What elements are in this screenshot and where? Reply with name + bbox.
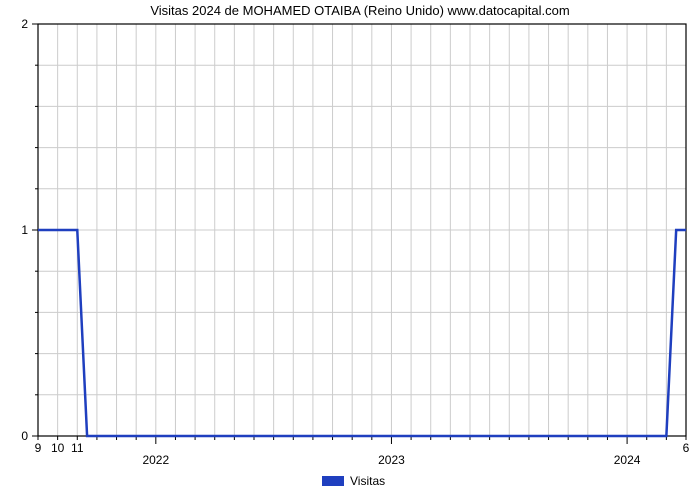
svg-text:2023: 2023: [378, 453, 405, 467]
legend-label: Visitas: [350, 474, 385, 488]
chart-svg: Visitas 2024 de MOHAMED OTAIBA (Reino Un…: [0, 0, 700, 500]
svg-text:6: 6: [683, 441, 690, 455]
svg-text:10: 10: [51, 441, 65, 455]
svg-text:2024: 2024: [614, 453, 641, 467]
svg-text:9: 9: [35, 441, 42, 455]
visits-chart: Visitas 2024 de MOHAMED OTAIBA (Reino Un…: [0, 0, 700, 500]
svg-text:2022: 2022: [142, 453, 169, 467]
svg-text:0: 0: [21, 429, 28, 443]
svg-text:11: 11: [71, 441, 84, 455]
legend: Visitas: [322, 474, 385, 488]
svg-text:1: 1: [21, 223, 28, 237]
svg-text:2: 2: [21, 17, 28, 31]
x-tick-labels: 9 10 11 2022 2023 2024 6: [35, 441, 690, 467]
y-tick-labels: 0 1 2: [21, 17, 28, 443]
chart-title: Visitas 2024 de MOHAMED OTAIBA (Reino Un…: [150, 3, 569, 18]
legend-swatch: [322, 476, 344, 486]
